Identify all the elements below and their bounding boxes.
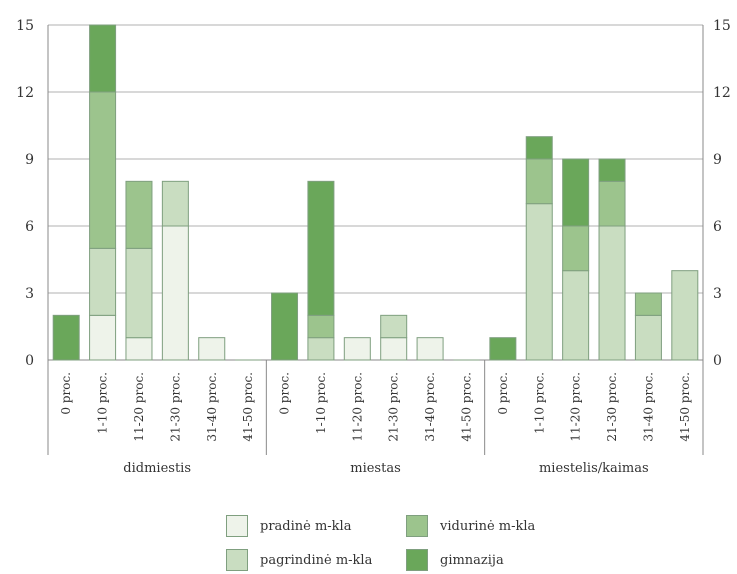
- legend-label-pradine: pradinė m-kla: [260, 518, 352, 534]
- bar-segment: [634, 314, 662, 361]
- bar-segment: [598, 225, 626, 361]
- legend-item-pagrindine: pagrindinė m-kla: [226, 549, 372, 571]
- x-category-label: 31-40 proc.: [205, 372, 219, 442]
- bar-segment: [307, 314, 335, 339]
- bar-segment: [125, 247, 153, 339]
- legend-swatch-pradine: [226, 515, 248, 537]
- y-tick-label-right: 9: [713, 152, 722, 168]
- legend-swatch-gimnazija: [406, 549, 428, 571]
- x-category-label: 21-30 proc.: [387, 372, 401, 442]
- bar-segment: [380, 314, 408, 339]
- bar-segment: [161, 225, 189, 361]
- x-group-label: didmiestis: [123, 461, 191, 476]
- bar-segment: [634, 292, 662, 316]
- x-category-label: 31-40 proc.: [641, 372, 655, 442]
- bar-segment: [671, 270, 699, 361]
- x-category-label: 1-10 proc.: [96, 372, 110, 434]
- x-category-label: 0 proc.: [278, 372, 292, 415]
- legend-label-vidurine: vidurinė m-kla: [440, 518, 536, 534]
- bar-segment: [161, 180, 189, 227]
- bar-segment: [562, 158, 590, 227]
- x-category-label: 41-50 proc.: [678, 372, 692, 442]
- legend-item-vidurine: vidurinė m-kla: [406, 515, 535, 537]
- bar-segment: [562, 225, 590, 272]
- x-category-label: 31-40 proc.: [423, 372, 437, 442]
- legend-item-gimnazija: gimnazija: [406, 549, 504, 571]
- bar-segment: [307, 180, 335, 316]
- y-tick-label-left: 15: [16, 18, 34, 34]
- x-category-label: 11-20 proc.: [350, 372, 364, 442]
- bar-segment: [562, 270, 590, 361]
- legend-label-pagrindine: pagrindinė m-kla: [260, 552, 373, 568]
- x-category-label: 1-10 proc.: [532, 372, 546, 434]
- bar-segment: [271, 292, 299, 361]
- bar-segment: [489, 337, 517, 361]
- legend-item-pradine: pradinė m-kla: [226, 515, 351, 537]
- x-category-label: 21-30 proc.: [605, 372, 619, 442]
- y-tick-label-right: 12: [713, 85, 731, 101]
- bar-segment: [125, 337, 153, 361]
- x-category-label: 11-20 proc.: [132, 372, 146, 442]
- y-tick-label-right: 15: [713, 18, 731, 34]
- legend-swatch-vidurine: [406, 515, 428, 537]
- bar-segment: [380, 337, 408, 361]
- bar-segment: [198, 337, 226, 361]
- x-category-label: 0 proc.: [496, 372, 510, 415]
- bar-segment: [598, 158, 626, 182]
- bar-segment: [416, 337, 444, 361]
- x-category-label: 21-30 proc.: [168, 372, 182, 442]
- y-tick-label-right: 3: [713, 286, 722, 302]
- x-group-label: miestas: [350, 461, 401, 476]
- bar-segment: [89, 314, 117, 361]
- bar-segment: [598, 180, 626, 227]
- bar-segment: [525, 203, 553, 361]
- legend-swatch-pagrindine: [226, 549, 248, 571]
- legend: pradinė m-kla pagrindinė m-kla vidurinė …: [226, 513, 586, 573]
- x-category-label: 0 proc.: [59, 372, 73, 415]
- bar-segment: [343, 337, 371, 361]
- bar-segment: [525, 158, 553, 205]
- bar-segment: [52, 314, 80, 361]
- y-tick-label-left: 12: [16, 85, 34, 101]
- x-group-label: miestelis/kaimas: [539, 461, 649, 476]
- x-category-label: 11-20 proc.: [569, 372, 583, 442]
- x-category-label: 1-10 proc.: [314, 372, 328, 434]
- bar-segment: [89, 91, 117, 249]
- y-tick-label-right: 6: [713, 219, 722, 235]
- y-tick-label-left: 6: [25, 219, 34, 235]
- bar-segment: [525, 136, 553, 160]
- bar-segment: [89, 247, 117, 316]
- y-tick-label-left: 9: [25, 152, 34, 168]
- y-tick-label-right: 0: [713, 353, 722, 369]
- y-tick-label-left: 0: [25, 353, 34, 369]
- bar-segment: [307, 337, 335, 361]
- y-tick-label-left: 3: [25, 286, 34, 302]
- bar-segment: [125, 180, 153, 249]
- x-category-label: 41-50 proc.: [459, 372, 473, 442]
- bar-segment: [89, 24, 117, 93]
- legend-label-gimnazija: gimnazija: [440, 552, 504, 568]
- x-category-label: 41-50 proc.: [241, 372, 255, 442]
